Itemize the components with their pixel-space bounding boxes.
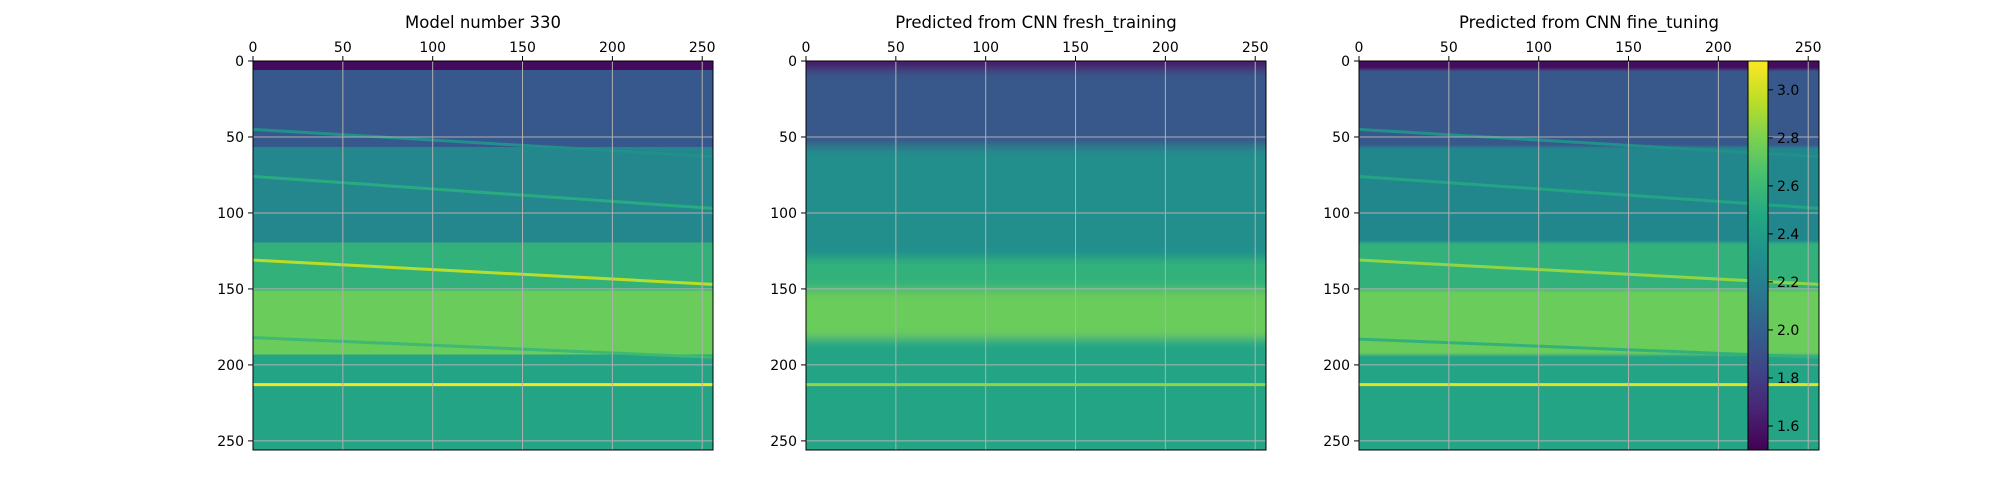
y-tick-label: 0 xyxy=(1341,54,1350,70)
x-tick-label: 200 xyxy=(1705,40,1732,56)
heatmap-fresh xyxy=(806,61,1266,450)
x-tick-label: 150 xyxy=(1062,40,1089,56)
interface-line-2 xyxy=(253,174,713,210)
x-tick-label: 50 xyxy=(334,40,352,56)
x-tick-label: 200 xyxy=(599,40,626,56)
y-tick-label: 100 xyxy=(770,206,797,222)
x-tick-label: 50 xyxy=(1440,40,1458,56)
colorbar-tick-label: 3.0 xyxy=(1777,83,1799,99)
y-tick-label: 0 xyxy=(788,54,797,70)
colorbar-frame xyxy=(1747,60,1769,451)
axes-frame xyxy=(805,60,1267,451)
interface-line-3 xyxy=(1359,258,1819,286)
heatmap-fine xyxy=(1359,61,1819,450)
x-tick-label: 0 xyxy=(249,40,258,56)
y-tick-label: 50 xyxy=(779,130,797,146)
y-tick-label: 100 xyxy=(217,206,244,222)
interface-line-1 xyxy=(1359,127,1819,159)
colorbar-tick-label: 2.8 xyxy=(1777,131,1799,147)
panel-title: Predicted from CNN fine_tuning xyxy=(1459,13,1719,33)
y-tick-label: 150 xyxy=(1323,282,1350,298)
colorbar-tick-label: 1.6 xyxy=(1777,419,1799,435)
panel-title: Predicted from CNN fresh_training xyxy=(895,13,1176,33)
axes-frame xyxy=(1358,60,1820,451)
y-tick-label: 50 xyxy=(1332,130,1350,146)
colorbar-tick-label: 2.0 xyxy=(1777,323,1799,339)
panel-title: Model number 330 xyxy=(405,13,561,32)
background-layers xyxy=(806,61,1266,450)
panels: 0 50 100 150 200 250 0 50 100 150 200 250 Model numb… xyxy=(217,13,1822,451)
y-tick-label: 150 xyxy=(217,282,244,298)
x-tick-label: 0 xyxy=(1355,40,1364,56)
heatmap-model xyxy=(253,61,713,450)
y-tick-label: 250 xyxy=(1323,434,1350,450)
panel-fresh: 0 50 100 150 200 250 0 50 100 150 200 250 Predicted … xyxy=(770,13,1269,451)
colorbar-gradient xyxy=(1748,61,1768,450)
x-tick-label: 150 xyxy=(1615,40,1642,56)
x-tick-label: 250 xyxy=(1242,40,1269,56)
background-layers xyxy=(253,61,713,450)
x-tick-label: 50 xyxy=(887,40,905,56)
y-tick-label: 250 xyxy=(770,434,797,450)
colorbar-tick-label: 2.6 xyxy=(1777,179,1799,195)
x-tick-label: 0 xyxy=(802,40,811,56)
interface-line-3 xyxy=(253,258,713,286)
panel-fine: 0 50 100 150 200 250 0 50 100 150 200 250 Predicted … xyxy=(1323,13,1822,451)
x-tick-label: 100 xyxy=(972,40,999,56)
y-tick-label: 200 xyxy=(1323,358,1350,374)
colorbar-tick-label: 2.4 xyxy=(1777,227,1799,243)
interface-line-4 xyxy=(253,336,713,359)
x-tick-label: 250 xyxy=(689,40,716,56)
y-tick-label: 250 xyxy=(217,434,244,450)
x-tick-label: 250 xyxy=(1795,40,1822,56)
y-tick-label: 50 xyxy=(226,130,244,146)
x-tick-label: 150 xyxy=(509,40,536,56)
x-tick-label: 100 xyxy=(1525,40,1552,56)
axes-frame xyxy=(252,60,714,451)
y-tick-label: 200 xyxy=(770,358,797,374)
interface-line-4 xyxy=(1359,337,1819,359)
interface-line-2 xyxy=(1359,174,1819,210)
x-tick-label: 200 xyxy=(1152,40,1179,56)
x-tick-label: 100 xyxy=(419,40,446,56)
interface-line-1 xyxy=(253,127,713,159)
y-tick-label: 200 xyxy=(217,358,244,374)
colorbar-tick-label: 2.2 xyxy=(1777,275,1799,291)
y-tick-label: 150 xyxy=(770,282,797,298)
y-tick-label: 0 xyxy=(235,54,244,70)
panel-model: 0 50 100 150 200 250 0 50 100 150 200 250 Model numb… xyxy=(217,13,716,451)
colorbar: 1.6 1.8 2.0 2.2 2.4 2.6 2.8 3.0 xyxy=(1747,60,1799,451)
colorbar-tick-label: 1.8 xyxy=(1777,371,1799,387)
y-tick-label: 100 xyxy=(1323,206,1350,222)
